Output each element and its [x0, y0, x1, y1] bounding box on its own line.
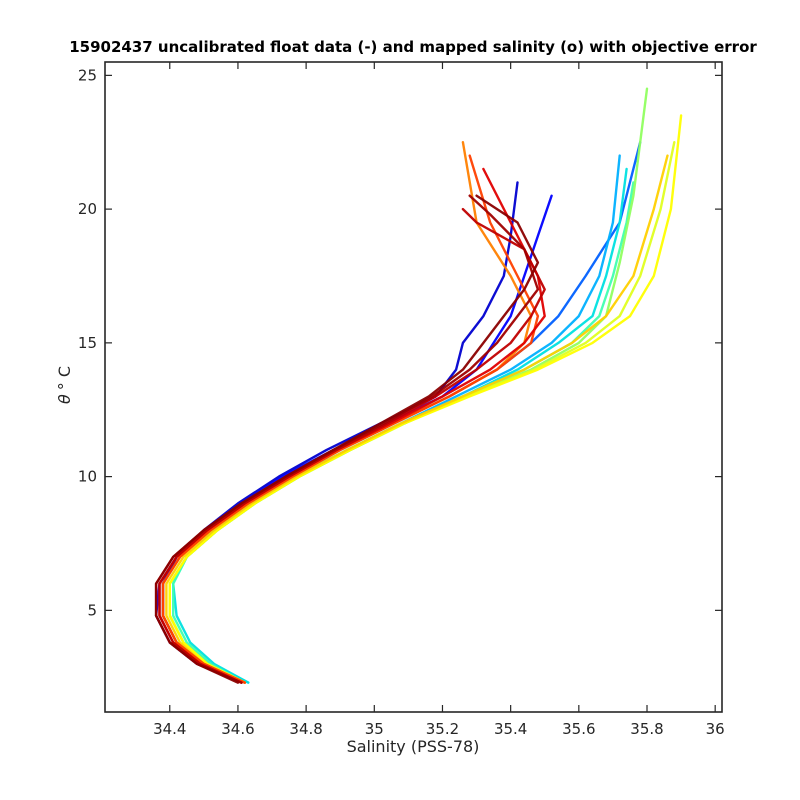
y-axis-label-unit: ° C [55, 366, 74, 390]
y-tick-label-1: 10 [78, 468, 97, 486]
y-axis-label: θ ° C [55, 366, 74, 404]
profile-line-11 [161, 154, 540, 684]
profile-line-0 [161, 181, 519, 684]
chart-title: 15902437 uncalibrated float data (-) and… [69, 38, 757, 56]
y-axis-label-symbol: θ [55, 394, 74, 404]
x-tick-label-3: 35 [365, 720, 384, 738]
y-tick-label-2: 15 [78, 334, 97, 352]
x-tick-label-5: 35.4 [494, 720, 527, 738]
profile-line-9 [165, 154, 669, 684]
profile-series-group [154, 87, 683, 684]
x-axis-label: Salinity (PSS-78) [347, 737, 480, 756]
x-tick-label-2: 34.8 [289, 720, 322, 738]
x-tick-label-1: 34.6 [221, 720, 254, 738]
x-axis: 34.4 34.6 34.8 35 35.2 35.4 35.6 35.8 36 [153, 62, 725, 738]
profile-line-15 [154, 194, 540, 684]
y-tick-label-4: 25 [78, 66, 97, 84]
y-axis: 5 10 15 20 25 [78, 66, 722, 619]
plot-frame [104, 61, 723, 713]
profile-line-13 [158, 207, 546, 684]
x-tick-label-6: 35.6 [562, 720, 595, 738]
x-tick-label-0: 34.4 [153, 720, 186, 738]
x-tick-label-8: 36 [706, 720, 725, 738]
x-tick-label-7: 35.8 [630, 720, 663, 738]
profile-line-5 [172, 181, 635, 684]
profile-line-6 [168, 87, 649, 684]
y-tick-label-3: 20 [78, 200, 97, 218]
profile-line-12 [158, 167, 546, 684]
y-tick-label-0: 5 [87, 601, 97, 619]
profile-line-8 [168, 114, 683, 684]
x-tick-label-4: 35.2 [426, 720, 459, 738]
